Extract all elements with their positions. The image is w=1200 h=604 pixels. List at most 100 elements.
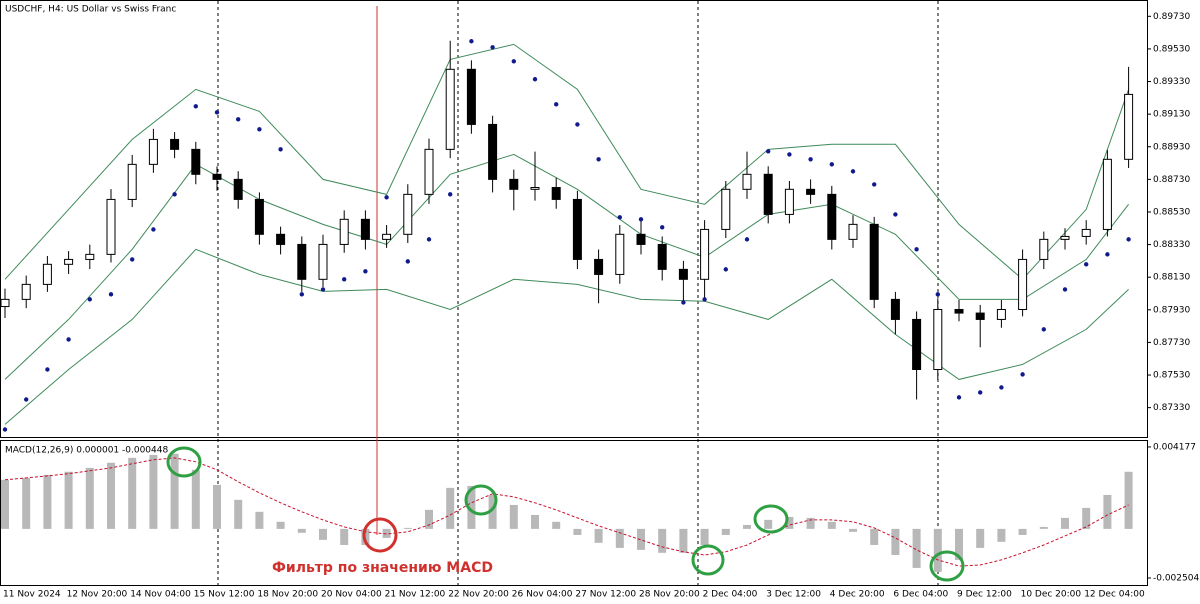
green-circle	[691, 544, 725, 576]
candle-body	[1060, 235, 1070, 240]
macd-bar	[382, 528, 391, 538]
sar-dot	[766, 149, 771, 154]
y-tick-label: 0.89530	[1153, 44, 1190, 54]
candle-body	[509, 178, 519, 190]
candle-body	[191, 148, 201, 175]
macd-bar	[573, 528, 582, 535]
sar-dot	[935, 292, 940, 297]
candle-body	[806, 188, 816, 195]
sar-dot	[1020, 372, 1025, 377]
x-tick-label: 28 Nov 20:00	[639, 590, 700, 600]
sar-dot	[320, 287, 326, 292]
candle-body	[742, 173, 752, 190]
candle-body	[890, 298, 900, 320]
candle-body	[678, 268, 688, 280]
macd-bar	[552, 521, 561, 529]
sar-dot	[384, 195, 389, 200]
sar-dot	[448, 192, 453, 197]
macd-bar	[615, 528, 624, 548]
candle-body	[276, 233, 286, 245]
macd-bar	[976, 528, 985, 548]
macd-bar	[1103, 494, 1112, 529]
sar-dot	[681, 300, 686, 305]
x-tick-label: 18 Nov 20:00	[257, 590, 318, 600]
macd-bar	[637, 528, 645, 550]
sar-dot	[45, 367, 50, 372]
macd-bar	[22, 477, 31, 529]
macd-bar	[1039, 526, 1048, 529]
macd-bar	[213, 484, 221, 529]
sar-dot	[87, 297, 93, 302]
y-tick-label: 0.88530	[1153, 207, 1190, 217]
candle-body	[42, 263, 52, 285]
candle-body	[869, 223, 879, 300]
x-tick-label: 21 Nov 12:00	[385, 590, 446, 600]
macd-bar	[721, 528, 730, 535]
macd-bar	[319, 528, 327, 540]
macd-bar	[1018, 528, 1027, 535]
sar-dot	[660, 225, 665, 230]
sar-dot	[130, 257, 135, 262]
macd-bar	[1, 479, 9, 529]
candle-body	[488, 123, 498, 180]
macd-bar	[891, 528, 900, 555]
candle-body	[827, 193, 837, 240]
candle-body	[636, 233, 646, 245]
sar-dot	[723, 267, 728, 272]
sar-dot	[363, 269, 368, 274]
y-tick-label: 0.88330	[1153, 240, 1190, 250]
macd-bar	[85, 467, 94, 529]
macd-bar	[149, 454, 158, 529]
green-circle	[166, 446, 202, 478]
highlights	[166, 446, 965, 582]
candle-body	[1081, 228, 1091, 237]
signal-line	[4, 457, 1129, 567]
candle-body	[318, 243, 328, 280]
annotation: Фильтр по значению MACD	[272, 560, 493, 576]
candle-body	[254, 198, 264, 235]
band-middle	[4, 153, 1129, 380]
candle-body	[615, 233, 625, 275]
sar-dot	[1126, 237, 1131, 242]
sar-dot	[617, 215, 622, 220]
candle-body	[933, 308, 943, 370]
macd-bar	[912, 528, 921, 568]
macd-bar	[531, 514, 539, 529]
candle-body	[572, 198, 582, 260]
sar-dot	[787, 152, 792, 157]
candle-body	[700, 228, 710, 280]
x-tick-label: 6 Dec 04:00	[893, 590, 948, 600]
sar-dot	[1105, 252, 1110, 257]
macd-bar	[785, 516, 794, 529]
candle-body	[466, 68, 476, 125]
macd-bar	[425, 509, 433, 529]
macd-bar	[658, 528, 667, 553]
green-circle	[464, 484, 498, 516]
candle-body	[148, 138, 158, 165]
macd-bar	[1124, 471, 1133, 529]
sar-dot	[999, 385, 1004, 390]
macd-bar	[997, 528, 1006, 542]
sar-dot	[66, 337, 71, 342]
y-tick-label: 0.87530	[1153, 371, 1190, 381]
macd-title: MACD(12,26,9) 0.000001 -0.000448	[5, 446, 168, 456]
sar-dot	[1084, 262, 1089, 267]
candle-body	[64, 258, 74, 265]
sar-dot	[1041, 327, 1047, 332]
candle-body	[403, 193, 413, 235]
y-tick-label: 0.87930	[1153, 305, 1190, 315]
sar-dot	[405, 259, 410, 264]
sar-dot	[193, 104, 198, 109]
sar-dot	[172, 192, 177, 197]
sar-dot	[914, 247, 919, 252]
macd-bar	[43, 474, 52, 529]
macd-bar	[1061, 517, 1069, 529]
candle-body	[424, 148, 434, 195]
sar-dot	[426, 237, 432, 242]
macd-bar	[255, 511, 264, 529]
sar-dot	[257, 127, 262, 132]
x-tick-label: 27 Nov 12:00	[575, 590, 636, 600]
y-tick-label: 0.89730	[1153, 12, 1190, 22]
candle-body	[996, 308, 1006, 320]
